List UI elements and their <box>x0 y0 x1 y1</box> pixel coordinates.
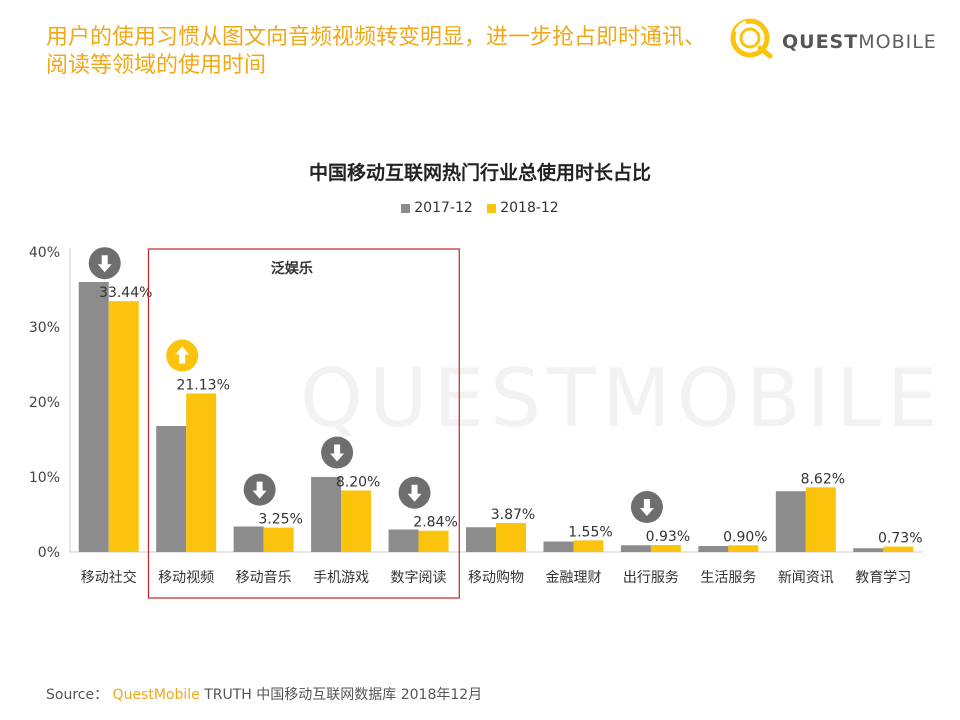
data-label: 0.90% <box>723 529 767 545</box>
bar-2018 <box>883 546 914 552</box>
bar-2018 <box>805 487 836 552</box>
bar-2017 <box>620 545 651 552</box>
arrow-up-glyph <box>175 346 190 364</box>
bar-2018 <box>418 530 449 552</box>
bar-2018 <box>263 527 294 552</box>
bar-2018 <box>341 490 372 552</box>
bar-2017 <box>233 526 264 552</box>
x-tick-label: 新闻资讯 <box>778 570 834 586</box>
data-label: 33.44% <box>99 285 152 301</box>
x-tick-label: 出行服务 <box>623 570 679 586</box>
legend-item-2018: 2018-12 <box>487 200 559 216</box>
arrow-down-glyph <box>97 255 112 273</box>
data-label: 8.20% <box>336 475 380 491</box>
x-tick-label: 数字阅读 <box>391 569 447 586</box>
watermark: QUESTMOBILE <box>300 352 944 445</box>
bar-2017 <box>775 491 806 552</box>
y-tick-label: 10% <box>29 470 60 486</box>
arrow-down-glyph <box>639 499 654 517</box>
x-tick-label: 移动社交 <box>81 569 137 586</box>
bar-2017 <box>156 426 187 552</box>
y-tick-label: 20% <box>29 395 60 411</box>
questmobile-logo: QUESTMOBILE <box>726 12 946 64</box>
bar-2018 <box>108 301 139 552</box>
legend-item-2017: 2017-12 <box>401 200 473 216</box>
data-label: 0.93% <box>646 529 690 545</box>
page-headline: 用户的使用习惯从图文向音频视频转变明显，进一步抢占即时通讯、阅读等领域的使用时间 <box>46 25 707 78</box>
bar-2017 <box>466 527 496 552</box>
y-tick-label: 40% <box>29 245 60 261</box>
data-label: 2.84% <box>413 515 457 531</box>
bar-2018 <box>573 540 604 552</box>
bar-2017 <box>78 282 109 552</box>
x-tick-label: 移动购物 <box>468 570 524 586</box>
x-tick-label: 移动音乐 <box>236 569 292 586</box>
bar-2017 <box>698 546 729 552</box>
x-tick-label: 手机游戏 <box>313 570 369 586</box>
logo-text: QUESTMOBILE <box>782 31 937 53</box>
arrow-down-glyph <box>252 481 267 499</box>
chart-legend: 2017-12 2018-12 <box>0 200 960 217</box>
annotation-box <box>147 248 460 599</box>
y-tick-label: 0% <box>38 545 60 561</box>
x-tick-label: 移动视频 <box>158 570 214 586</box>
data-label: 3.25% <box>258 512 302 528</box>
data-label: 0.73% <box>878 531 922 547</box>
x-tick-label: 金融理财 <box>545 570 601 586</box>
source-note: Source： QuestMobile TRUTH 中国移动互联网数据库 201… <box>46 687 483 703</box>
bar-2017 <box>388 529 419 552</box>
annotation-label: 泛娱乐 <box>271 260 313 277</box>
y-tick-label: 30% <box>29 320 60 336</box>
arrow-down-glyph <box>330 444 345 462</box>
x-tick-label: 教育学习 <box>855 570 911 586</box>
chart-title: 中国移动互联网热门行业总使用时长占比 <box>308 162 651 184</box>
data-label: 1.55% <box>568 524 612 540</box>
x-tick-label: 生活服务 <box>700 570 756 586</box>
bar-2017 <box>853 548 884 552</box>
bar-2017 <box>543 541 574 552</box>
bar-2018 <box>496 522 526 552</box>
data-label: 3.87% <box>491 507 535 523</box>
data-label: 21.13% <box>176 378 229 394</box>
data-label: 8.62% <box>801 471 845 487</box>
logo-ring-icon <box>730 18 773 59</box>
bar-2017 <box>311 477 342 552</box>
bar-2018 <box>186 393 217 552</box>
arrow-down-glyph <box>407 484 422 502</box>
bar-2018 <box>728 545 759 552</box>
bar-2018 <box>650 545 681 552</box>
